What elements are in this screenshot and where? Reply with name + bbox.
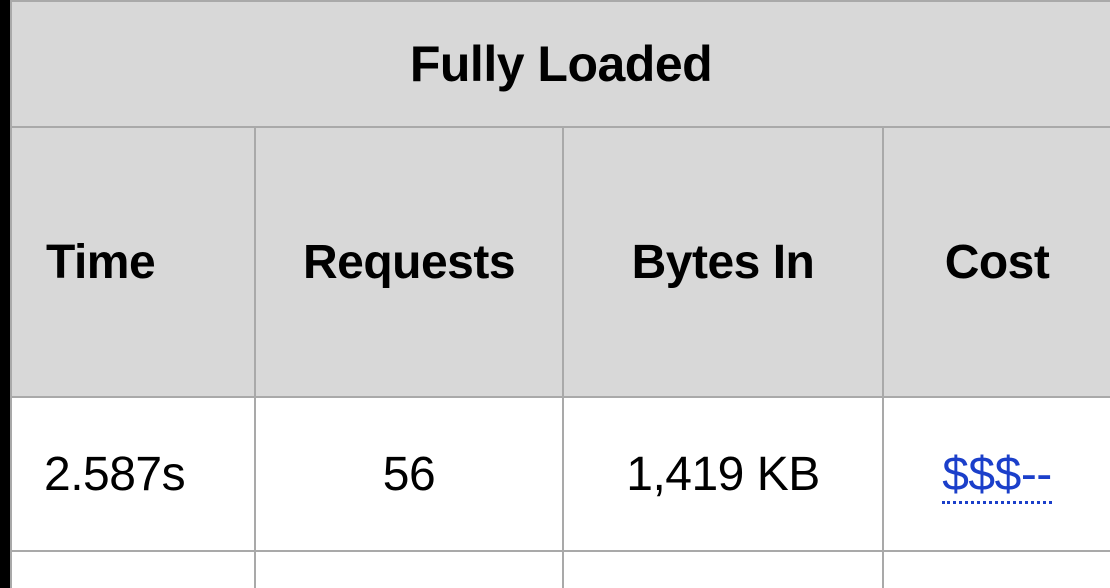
- table-row: [11, 551, 1110, 588]
- cell-requests: 56: [255, 397, 563, 551]
- cell-empty: [563, 551, 883, 588]
- cost-link[interactable]: $$$--: [942, 447, 1052, 502]
- cell-cost: $$$--: [883, 397, 1110, 551]
- column-header-requests: Requests: [255, 127, 563, 397]
- column-header-cost: Cost: [883, 127, 1110, 397]
- cell-time: 2.587s: [11, 397, 255, 551]
- cell-empty: [255, 551, 563, 588]
- column-header-time: Time: [11, 127, 255, 397]
- table-row: 2.587s 56 1,419 KB $$$--: [11, 397, 1110, 551]
- table-title: Fully Loaded: [11, 1, 1110, 127]
- cell-empty: [883, 551, 1110, 588]
- cell-empty: [11, 551, 255, 588]
- cell-bytes-in: 1,419 KB: [563, 397, 883, 551]
- fully-loaded-table: Fully Loaded Time Requests Bytes In Cost…: [10, 0, 1110, 588]
- perf-table-container: Fully Loaded Time Requests Bytes In Cost…: [0, 0, 1110, 588]
- column-header-bytes-in: Bytes In: [563, 127, 883, 397]
